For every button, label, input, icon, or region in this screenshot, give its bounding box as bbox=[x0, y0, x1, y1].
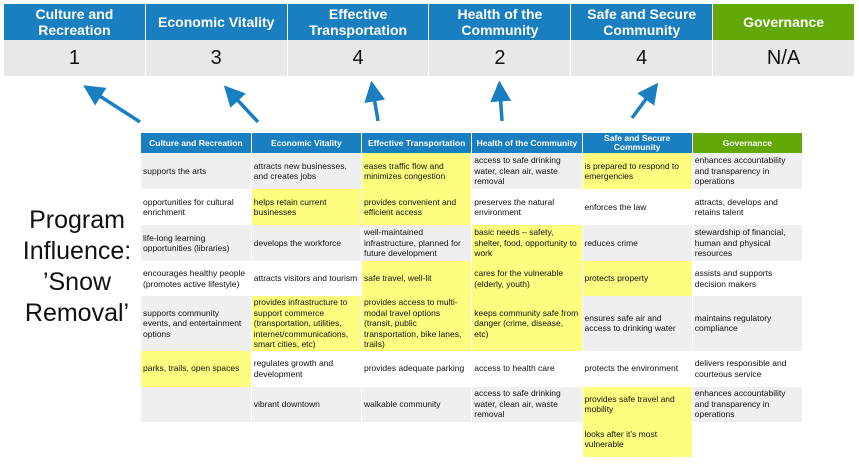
table-cell: supports community events, and entertain… bbox=[141, 296, 252, 351]
table-cell: stewardship of financial, human and phys… bbox=[692, 225, 804, 261]
table-cell bbox=[141, 421, 252, 457]
table-cell: helps retain current businesses bbox=[251, 189, 363, 225]
table-row: life-long learning opportunities (librar… bbox=[141, 225, 804, 261]
table-cell: access to safe drinking water, clean air… bbox=[471, 386, 583, 422]
arrow-icon bbox=[364, 80, 386, 122]
table-cell: opportunities for cultural enrichment bbox=[141, 189, 252, 225]
table-row: supports the arts attracts new businesses… bbox=[141, 153, 804, 189]
table-row: looks after it’s most vulnerable bbox=[141, 421, 804, 457]
table-cell bbox=[692, 421, 804, 457]
table-cell: parks, trails, open spaces bbox=[141, 350, 252, 387]
category-score: 3 bbox=[145, 40, 288, 76]
table-cell bbox=[361, 421, 473, 457]
table-row: vibrant downtown walkable community access… bbox=[141, 386, 804, 422]
table-cell: enhances accountability and transparency… bbox=[692, 386, 804, 422]
table-cell: access to safe drinking water, clean air… bbox=[471, 153, 583, 189]
column-header: Economic Vitality bbox=[251, 133, 363, 153]
table-cell: provides adequate parking bbox=[361, 350, 473, 387]
table-cell bbox=[471, 421, 583, 457]
table-cell bbox=[251, 421, 363, 457]
table-cell: ensures safe air and access to drinking … bbox=[582, 296, 693, 351]
table-cell: preserves the natural environment bbox=[471, 189, 583, 225]
table-cell: provides safe travel and mobility bbox=[582, 386, 693, 422]
table-cell: keeps community safe from danger (crime,… bbox=[471, 296, 583, 351]
table-row: encourages healthy people (promotes acti… bbox=[141, 261, 804, 296]
table-cell: basic needs – safety, shelter, food, opp… bbox=[471, 225, 583, 261]
column-header: Culture and Recreation bbox=[141, 133, 252, 153]
table-cell: provides access to multi-modal travel op… bbox=[361, 296, 473, 351]
category-score: 4 bbox=[287, 40, 430, 76]
category-header: Safe and Secure Community bbox=[571, 4, 714, 40]
table-cell: attracts visitors and tourism bbox=[251, 261, 363, 296]
table-cell: assists and supports decision makers bbox=[692, 261, 804, 296]
table-row: opportunities for cultural enrichment hel… bbox=[141, 189, 804, 225]
table-row: parks, trails, open spaces regulates grow… bbox=[141, 350, 804, 387]
column-header: Effective Transportation bbox=[361, 133, 473, 153]
table-cell: well-maintained infrastructure, planned … bbox=[361, 225, 473, 261]
table-cell: safe travel, well-lit bbox=[361, 261, 473, 296]
table-cell: enforces the law bbox=[582, 189, 693, 225]
table-cell: reduces crime bbox=[582, 225, 693, 261]
arrow-icon bbox=[490, 80, 512, 122]
score-summary: Culture and Recreation Economic Vitality E… bbox=[4, 4, 855, 76]
category-score: 4 bbox=[571, 40, 714, 76]
table-cell: develops the workforce bbox=[251, 225, 363, 261]
category-header: Effective Transportation bbox=[287, 4, 430, 40]
table-cell bbox=[141, 386, 252, 422]
category-header: Health of the Community bbox=[429, 4, 572, 40]
table-cell: provides convenient and efficient access bbox=[361, 189, 473, 225]
table-cell: looks after it’s most vulnerable bbox=[582, 421, 693, 457]
table-cell: enhances accountability and transparency… bbox=[692, 153, 804, 189]
table-cell: is prepared to respond to emergencies bbox=[582, 153, 693, 189]
arrow-icon bbox=[223, 85, 260, 124]
table-cell: walkable community bbox=[361, 386, 473, 422]
table-cell: attracts, develops and retains talent bbox=[692, 189, 804, 225]
category-score: N/A bbox=[713, 40, 855, 76]
table-cell: eases traffic flow and minimizes congest… bbox=[361, 153, 473, 189]
table-cell: protects property bbox=[582, 261, 693, 296]
program-influence-label: Program Influence: ’Snow Removal’ bbox=[22, 206, 132, 327]
table-cell: maintains regulatory compliance bbox=[692, 296, 804, 351]
table-cell: provides infrastructure to support comme… bbox=[251, 296, 363, 351]
table-cell: supports the arts bbox=[141, 153, 252, 189]
table-cell: attracts new businesses, and creates job… bbox=[251, 153, 363, 189]
table-cell: access to health care bbox=[471, 350, 583, 387]
table-cell: vibrant downtown bbox=[251, 386, 363, 422]
category-header: Economic Vitality bbox=[145, 4, 288, 40]
category-score: 1 bbox=[4, 40, 146, 76]
column-header: Governance bbox=[692, 133, 804, 153]
category-score: 2 bbox=[429, 40, 572, 76]
table-cell: delivers responsible and courteous servi… bbox=[692, 350, 804, 387]
table-cell: encourages healthy people (promotes acti… bbox=[141, 261, 252, 296]
table-cell: protects the environment bbox=[582, 350, 693, 387]
column-header: Safe and Secure Community bbox=[582, 133, 693, 153]
objectives-table: Culture and Recreation Economic Vitality E… bbox=[141, 133, 804, 457]
category-header: Governance bbox=[713, 4, 855, 40]
table-cell: regulates growth and development bbox=[251, 350, 363, 387]
arrow-icon bbox=[630, 82, 659, 120]
table-cell: cares for the vulnerable (elderly, youth… bbox=[471, 261, 583, 296]
table-cell: life-long learning opportunities (librar… bbox=[141, 225, 252, 261]
category-header: Culture and Recreation bbox=[4, 4, 146, 40]
column-header: Health of the Community bbox=[471, 133, 583, 153]
table-row: supports community events, and entertain… bbox=[141, 296, 804, 351]
arrow-icon bbox=[83, 85, 141, 124]
